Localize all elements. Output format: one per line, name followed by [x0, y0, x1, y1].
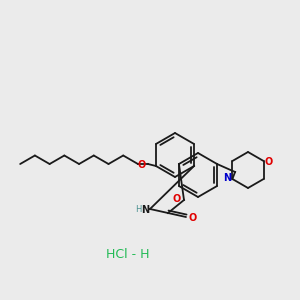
- Text: O: O: [189, 213, 197, 223]
- Text: O: O: [173, 194, 181, 204]
- Text: H: H: [135, 206, 141, 214]
- Text: HCl - H: HCl - H: [106, 248, 150, 262]
- Text: N: N: [223, 173, 232, 183]
- Text: N: N: [141, 205, 149, 215]
- Text: O: O: [265, 157, 273, 167]
- Text: O: O: [138, 160, 146, 170]
